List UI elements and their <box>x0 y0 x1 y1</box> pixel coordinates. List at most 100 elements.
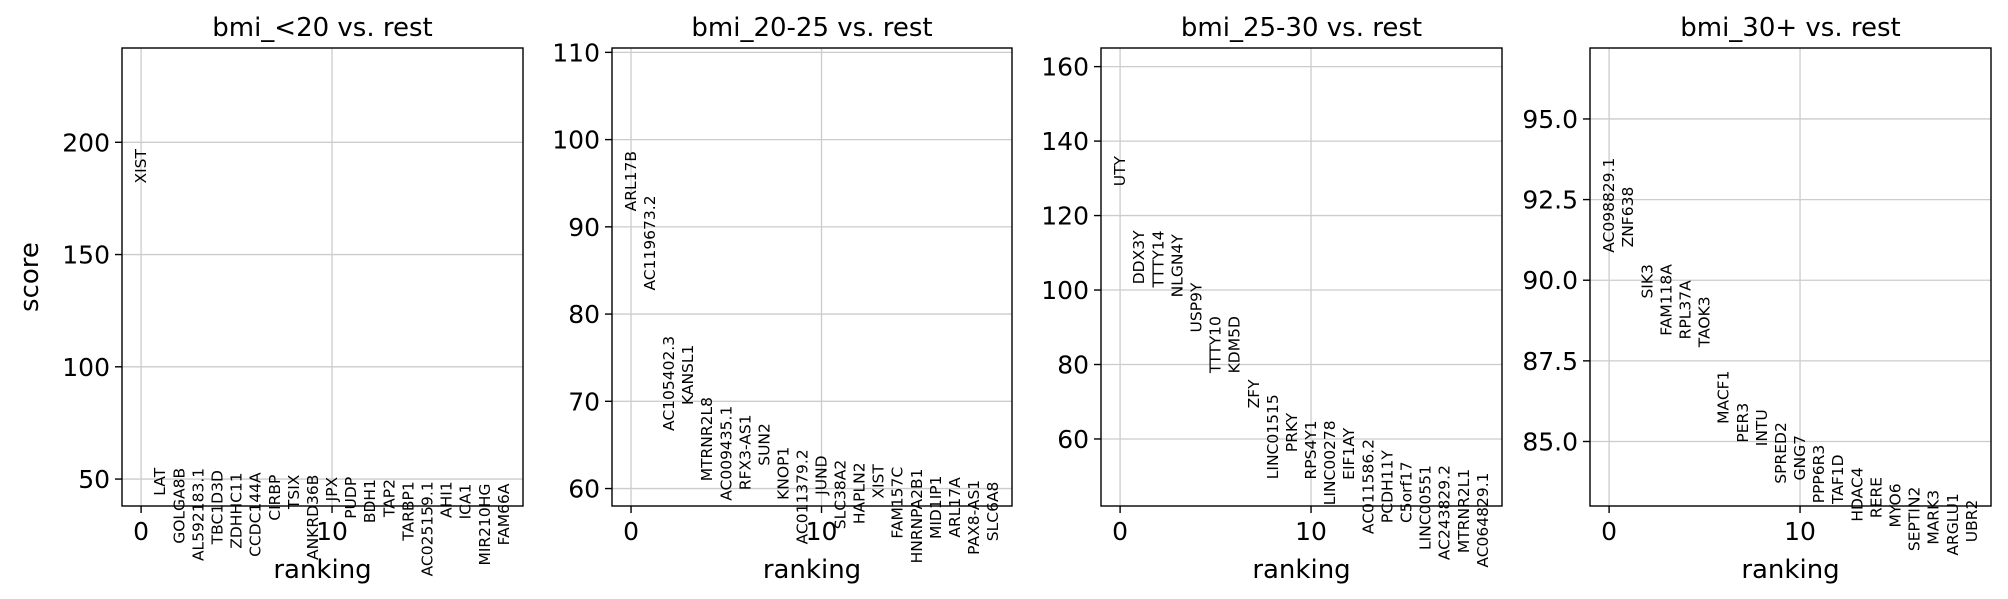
gene-label: FAM66A <box>495 483 513 545</box>
y-tick-label: 60 <box>568 475 600 504</box>
gene-label: AC025159.1 <box>419 481 437 576</box>
panel-3: 0 10 85.0 87.5 90.0 92.5 95.0 bmi_30+ vs. rest r… <box>1522 13 1992 585</box>
gene-label: MTRNR2L1 <box>1455 469 1473 553</box>
x-tick-label: 0 <box>623 517 639 546</box>
panel-title: bmi_30+ vs. rest <box>1680 13 1901 43</box>
y-tick-label: 200 <box>62 128 110 157</box>
gene-label: TSIX <box>285 474 303 510</box>
gene-label: PAX8-AS1 <box>965 480 983 555</box>
gene-label: HDAC4 <box>1848 467 1866 521</box>
gene-label: USP9Y <box>1187 282 1205 332</box>
y-tick-label: 110 <box>552 38 600 67</box>
x-tick-label: 10 <box>316 517 348 546</box>
axes-frame <box>121 47 524 507</box>
gene-label: TBC1D3D <box>208 470 226 545</box>
gene-label: PER3 <box>1734 403 1752 443</box>
y-tick-label: 100 <box>1041 276 1089 305</box>
y-tick-label: 50 <box>78 465 110 494</box>
gene-label: SIK3 <box>1638 264 1656 298</box>
gene-label: AC119673.2 <box>641 195 659 290</box>
gene-label: AC098829.1 <box>1600 158 1618 253</box>
gene-label: FAM157C <box>889 467 907 539</box>
axes-frame <box>611 47 1013 507</box>
gene-label: SUN2 <box>755 423 773 466</box>
gene-label: MIR210HG <box>476 484 494 566</box>
y-tick-label: 120 <box>1041 202 1089 231</box>
x-axis-label: ranking <box>273 555 371 585</box>
gene-label: NLGN4Y <box>1168 234 1186 298</box>
gene-label: HAPLN2 <box>851 462 869 524</box>
panel-title: bmi_<20 vs. rest <box>212 13 433 43</box>
y-tick-label: 160 <box>1041 53 1089 82</box>
gene-label: AC064829.1 <box>1474 472 1492 567</box>
gene-label: ZFY <box>1245 379 1263 409</box>
panel-1: 0 10 60 70 80 90 100 110 bmi_20-25 vs. rest ranki… <box>552 13 1013 585</box>
gene-label: ZNF638 <box>1619 187 1637 248</box>
gene-label: ICA1 <box>457 484 475 520</box>
y-tick-label: 70 <box>568 387 600 416</box>
gene-label: KANSL1 <box>679 345 697 405</box>
gene-label: TAF1D <box>1829 454 1847 505</box>
gene-label: BDH1 <box>361 479 379 523</box>
gene-label: XIST <box>132 149 150 184</box>
y-tick-label: 90.0 <box>1522 266 1578 295</box>
gene-label: INTU <box>1753 409 1771 446</box>
y-tick-label: 90 <box>568 213 600 242</box>
y-tick-label: 92.5 <box>1522 186 1578 215</box>
gene-label: FAM118A <box>1657 264 1675 336</box>
gene-label: GNG7 <box>1791 435 1809 480</box>
gene-label: SLC38A2 <box>832 460 850 529</box>
y-tick-label: 100 <box>62 353 110 382</box>
gene-label: TTTY14 <box>1149 230 1167 288</box>
x-tick-label: 10 <box>1784 517 1816 546</box>
gene-label: AC105402.3 <box>660 336 678 431</box>
gene-label: HNRNPA2B1 <box>908 468 926 563</box>
gene-label: AC011379.2 <box>793 449 811 544</box>
panel-2: 0 10 60 80 100 120 140 160 bmi_25-30 vs. rest ran… <box>1041 13 1503 585</box>
gene-label: KDM5D <box>1226 316 1244 373</box>
x-tick-label: 0 <box>1601 517 1617 546</box>
gene-label: AC011586.2 <box>1359 439 1377 534</box>
gene-label: TARBP1 <box>399 481 417 541</box>
gene-label: ARL17B <box>622 151 640 211</box>
x-axis-label: ranking <box>763 555 861 585</box>
gene-label: AC243829.2 <box>1436 465 1454 560</box>
gene-label: PRKY <box>1283 412 1301 452</box>
gene-label: ANKRD36B <box>304 475 322 560</box>
axes-frame <box>1589 47 1992 507</box>
gene-label: SEPTIN2 <box>1906 487 1924 551</box>
gene-label: EIF1AY <box>1340 427 1358 480</box>
gene-label: LAT <box>151 467 169 495</box>
gene-label: TAOK3 <box>1696 296 1714 348</box>
gene-label: LINC00551 <box>1417 465 1435 550</box>
gene-label: PPP6R3 <box>1810 445 1828 504</box>
gene-label: RPS4Y1 <box>1302 420 1320 479</box>
gene-label: MTRNR2L8 <box>698 397 716 481</box>
gene-label: MARK3 <box>1925 490 1943 545</box>
y-axis-label: score <box>15 242 45 312</box>
panel-title: bmi_25-30 vs. rest <box>1181 13 1422 43</box>
y-tick-label: 85.0 <box>1522 427 1578 456</box>
gene-label: JUND <box>813 455 831 496</box>
gene-label: RPL37A <box>1676 280 1694 339</box>
y-tick-label: 140 <box>1041 127 1089 156</box>
gene-label: SPRED2 <box>1772 422 1790 484</box>
axes-frame <box>1100 47 1503 507</box>
y-tick-label: 87.5 <box>1522 347 1578 376</box>
y-tick-label: 100 <box>552 126 600 155</box>
gene-label: TTTY10 <box>1207 316 1225 374</box>
gene-label: UTY <box>1111 155 1129 186</box>
gene-label: LINC00278 <box>1321 420 1339 505</box>
gene-label: AC009435.1 <box>717 406 735 501</box>
gene-label: PCDH11Y <box>1378 450 1396 523</box>
gene-label: MACF1 <box>1715 371 1733 424</box>
gene-label: C5orf17 <box>1398 461 1416 523</box>
x-tick-label: 0 <box>1112 517 1128 546</box>
gene-label: RFX3-AS1 <box>736 414 754 490</box>
gene-label: SLC6A8 <box>984 482 1002 542</box>
y-tick-label: 95.0 <box>1522 105 1578 134</box>
gene-label: GOLGA8B <box>170 468 188 544</box>
gene-label: PUDP <box>342 477 360 519</box>
gene-label: KNOP1 <box>774 447 792 500</box>
